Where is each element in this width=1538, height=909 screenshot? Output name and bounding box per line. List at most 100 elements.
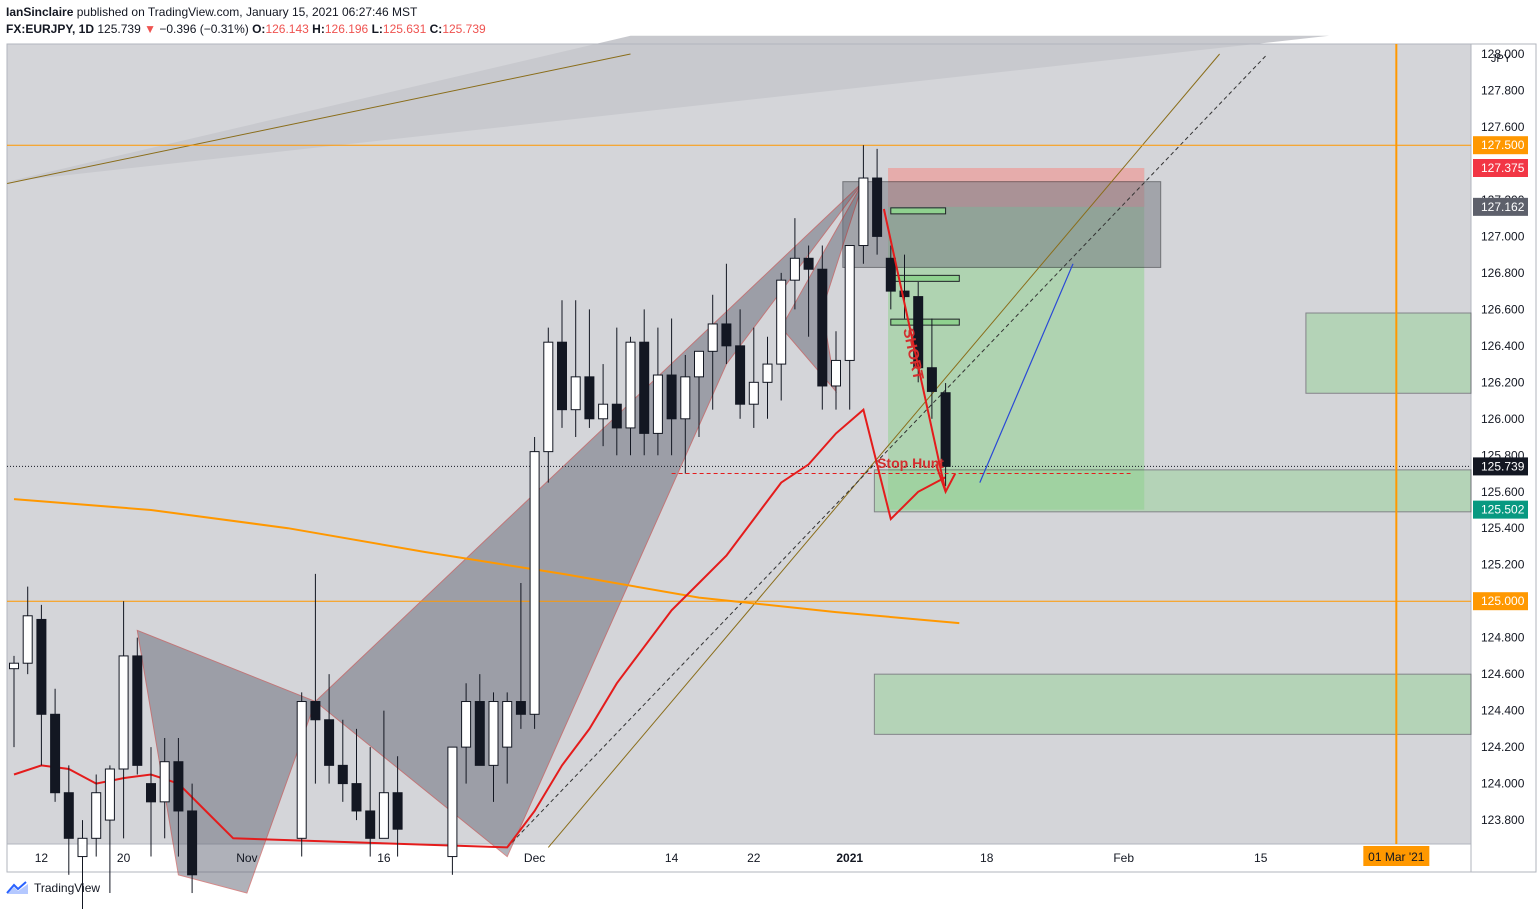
y-tick-label: 124.000 (1481, 777, 1525, 791)
candle-body (461, 701, 472, 748)
short-arrow (882, 208, 947, 493)
candle-body (132, 655, 143, 766)
author-name[interactable]: IanSinclaire (6, 5, 74, 19)
price-badge (1473, 592, 1528, 611)
y-tick-label: 126.200 (1481, 375, 1525, 389)
footer-brand[interactable]: TradingView (34, 881, 101, 895)
y-tick-label: 124.600 (1481, 667, 1525, 681)
candle-body (529, 451, 540, 715)
candle-body (885, 257, 896, 292)
candle-body (22, 615, 33, 664)
y-tick-label: 125.200 (1481, 558, 1525, 572)
candle-body (324, 719, 335, 766)
candle-body (310, 701, 321, 721)
candle-body (680, 376, 691, 420)
x-tick-label: 22 (747, 851, 761, 865)
candle-body (296, 701, 307, 839)
x-tick-label: 18 (980, 851, 994, 865)
chart-header: IanSinclaire published on TradingView.co… (6, 4, 486, 38)
y-tick-label: 126.800 (1481, 266, 1525, 280)
upper-trendline (7, 53, 631, 184)
last-price: 125.739 (97, 22, 141, 36)
price-badge-label: 127.375 (1481, 161, 1525, 175)
candle-body (707, 323, 718, 352)
candle-body (36, 618, 47, 715)
candle-body (173, 761, 184, 812)
currency-label: JPY (1491, 53, 1512, 65)
price-badge-label: 127.162 (1481, 200, 1525, 214)
price-badge (1473, 197, 1528, 216)
candle-body (392, 792, 403, 830)
candle-body (159, 761, 170, 803)
price-badge-label: 125.739 (1481, 459, 1525, 473)
low-value: 125.631 (382, 22, 427, 36)
tradingview-logo-icon (6, 881, 28, 894)
published-text: published on TradingView.com, January 15… (76, 5, 418, 19)
x-tick-label: 12 (35, 851, 49, 865)
price-badge (1473, 500, 1528, 519)
supply-zone-box (842, 181, 1162, 268)
candle-body (735, 345, 746, 405)
y-tick-label: 125.400 (1481, 521, 1525, 535)
price-badge (1473, 457, 1528, 476)
close-value: 125.739 (442, 22, 486, 36)
candle-body (570, 376, 581, 411)
low-label: L: (371, 22, 383, 36)
candle-body (926, 367, 937, 392)
price-badge-label: 125.502 (1481, 503, 1525, 517)
candle-body (721, 323, 732, 347)
x-tick-label: Dec (524, 851, 545, 865)
candle-body (146, 783, 156, 803)
close-label: C: (429, 22, 443, 36)
down-arrow-icon: ▼ (144, 22, 156, 36)
candle-body (543, 341, 554, 453)
candle-body (652, 374, 663, 434)
moving-average-fast (13, 407, 947, 849)
candle-body (831, 359, 841, 387)
y-tick-label: 126.000 (1481, 412, 1525, 426)
candle-body (762, 363, 773, 383)
candle-body (844, 245, 855, 361)
y-tick-label: 124.800 (1481, 631, 1525, 645)
date-badge (1363, 846, 1430, 866)
candle-body (666, 374, 677, 420)
rising-trendline (547, 53, 1220, 848)
x-tick-label: Nov (236, 851, 257, 865)
x-tick-label: 14 (665, 851, 679, 865)
x-tick-label: 20 (117, 851, 131, 865)
candle-body (63, 792, 74, 839)
candle-body (817, 268, 828, 387)
candle-body (474, 701, 485, 766)
candle-body (351, 783, 362, 812)
y-tick-label: 123.800 (1481, 813, 1525, 827)
chart-frame (6, 43, 1537, 873)
candle-body (118, 655, 129, 770)
y-tick-label: 127.000 (1481, 229, 1525, 243)
price-change: −0.396 (−0.31%) (159, 22, 249, 36)
open-value: 126.143 (265, 22, 309, 36)
price-badge (1473, 136, 1528, 155)
price-badge-label: 127.500 (1481, 138, 1525, 152)
candle-body (378, 792, 389, 839)
x-tick-label: 15 (1254, 851, 1268, 865)
projection-arrow (979, 263, 1074, 483)
y-tick-label: 127.800 (1481, 83, 1525, 97)
candle-body (584, 376, 595, 420)
candle-body (694, 350, 704, 378)
candle-body (187, 810, 198, 876)
candle-body (91, 792, 102, 839)
candle-body (748, 381, 759, 405)
candle-body (447, 746, 458, 858)
candle-body (104, 768, 115, 821)
candle-body (872, 177, 883, 237)
candle-body (611, 403, 622, 429)
candle-body (515, 701, 526, 715)
high-label: H: (312, 22, 325, 36)
candle-body (789, 257, 800, 281)
y-tick-label: 127.600 (1481, 120, 1525, 134)
candle-body (598, 403, 609, 420)
small-zone-1 (890, 274, 960, 282)
small-zone-0 (890, 207, 947, 215)
demand-zone-low (873, 673, 1472, 735)
